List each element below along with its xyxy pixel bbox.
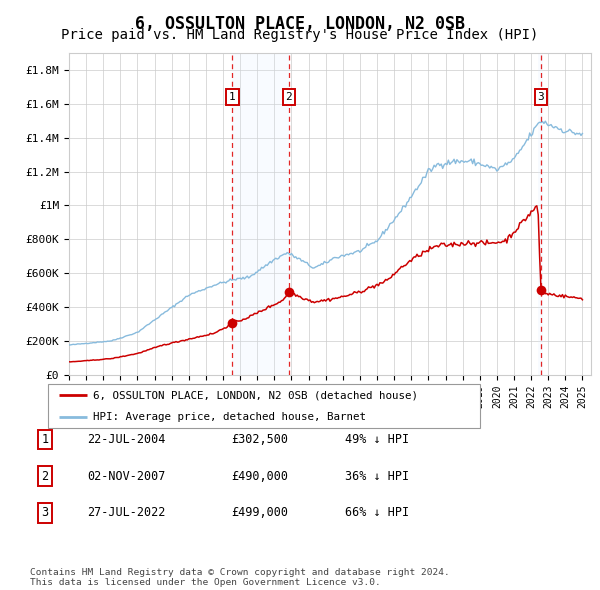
Text: 36% ↓ HPI: 36% ↓ HPI	[345, 470, 409, 483]
Text: 27-JUL-2022: 27-JUL-2022	[87, 506, 166, 519]
Text: 3: 3	[41, 506, 49, 519]
Text: Price paid vs. HM Land Registry's House Price Index (HPI): Price paid vs. HM Land Registry's House …	[61, 28, 539, 42]
FancyBboxPatch shape	[48, 384, 480, 428]
Text: £302,500: £302,500	[231, 433, 288, 446]
Text: 2: 2	[286, 92, 292, 102]
Text: 1: 1	[41, 433, 49, 446]
Text: Contains HM Land Registry data © Crown copyright and database right 2024.
This d: Contains HM Land Registry data © Crown c…	[30, 568, 450, 587]
Text: 02-NOV-2007: 02-NOV-2007	[87, 470, 166, 483]
Text: £490,000: £490,000	[231, 470, 288, 483]
Text: 2: 2	[41, 470, 49, 483]
Bar	[538, 53, 543, 375]
Text: 66% ↓ HPI: 66% ↓ HPI	[345, 506, 409, 519]
Text: 49% ↓ HPI: 49% ↓ HPI	[345, 433, 409, 446]
Text: 6, OSSULTON PLACE, LONDON, N2 0SB (detached house): 6, OSSULTON PLACE, LONDON, N2 0SB (detac…	[94, 391, 418, 401]
Text: 1: 1	[229, 92, 236, 102]
Text: HPI: Average price, detached house, Barnet: HPI: Average price, detached house, Barn…	[94, 412, 367, 422]
Bar	[232, 53, 289, 375]
Text: £499,000: £499,000	[231, 506, 288, 519]
Text: 22-JUL-2004: 22-JUL-2004	[87, 433, 166, 446]
Text: 3: 3	[538, 92, 544, 102]
Text: 6, OSSULTON PLACE, LONDON, N2 0SB: 6, OSSULTON PLACE, LONDON, N2 0SB	[135, 15, 465, 33]
